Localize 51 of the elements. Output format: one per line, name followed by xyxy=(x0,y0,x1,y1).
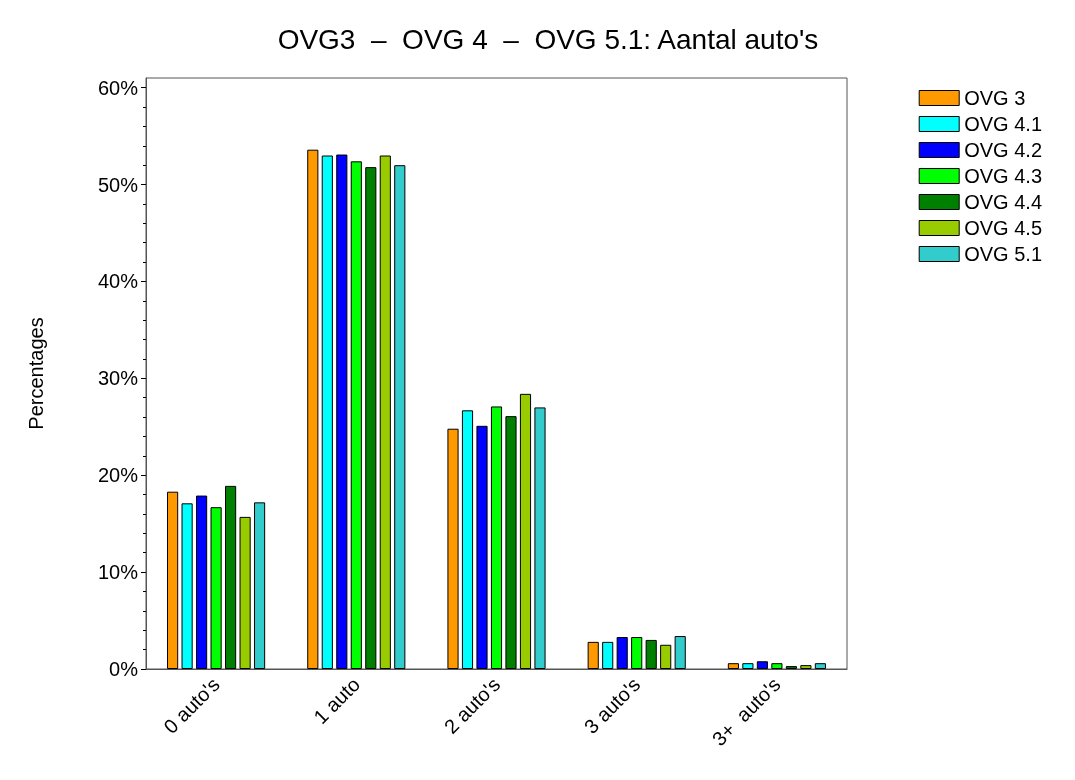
bar xyxy=(587,641,599,669)
y-tick-label: 50% xyxy=(97,173,139,196)
bar xyxy=(196,495,208,669)
bar xyxy=(225,485,237,669)
bar xyxy=(616,637,628,669)
legend-label: OVG 5.1 xyxy=(964,243,1042,265)
bar xyxy=(239,516,251,669)
bar xyxy=(645,639,657,669)
x-tick-label: 1 auto xyxy=(309,673,365,729)
bar xyxy=(307,149,319,669)
bar xyxy=(727,663,739,669)
bar xyxy=(771,663,783,669)
bar xyxy=(674,636,686,669)
bar xyxy=(254,502,266,669)
y-axis-title: Percentages xyxy=(25,317,47,430)
legend-label: OVG 4.2 xyxy=(964,139,1042,161)
bar xyxy=(631,637,643,669)
bar xyxy=(181,503,193,669)
bar xyxy=(476,425,488,669)
chart-title: OVG3 – OVG 4 – OVG 5.1: Aantal auto's xyxy=(277,23,819,55)
bar xyxy=(365,167,377,669)
bar xyxy=(756,661,768,669)
bar xyxy=(210,507,222,669)
legend-label: OVG 4.3 xyxy=(964,165,1042,187)
bar xyxy=(742,663,754,669)
legend-label: OVG 4.5 xyxy=(964,217,1042,239)
bar xyxy=(447,428,459,669)
legend-label: OVG 3 xyxy=(964,87,1026,109)
legend-label: OVG 4.1 xyxy=(964,113,1042,135)
bar xyxy=(660,644,672,669)
bar xyxy=(336,154,348,669)
bar xyxy=(167,491,179,669)
y-tick-label: 30% xyxy=(97,367,139,390)
bar xyxy=(394,165,406,669)
y-tick-label: 60% xyxy=(97,76,139,99)
bar xyxy=(490,406,503,669)
bar xyxy=(321,155,333,669)
bar xyxy=(800,665,812,669)
bar xyxy=(461,410,474,669)
y-tick-label: 10% xyxy=(97,561,139,584)
y-tick-label: 0% xyxy=(109,658,139,680)
bar xyxy=(379,155,391,669)
legend-label: OVG 4.4 xyxy=(964,191,1042,213)
y-tick-label: 40% xyxy=(97,270,139,293)
bar xyxy=(350,161,362,669)
bar xyxy=(534,407,546,669)
bar xyxy=(814,663,826,669)
bar xyxy=(519,393,532,669)
y-tick-label: 20% xyxy=(97,464,139,487)
bar xyxy=(602,641,614,669)
bar xyxy=(505,416,517,669)
